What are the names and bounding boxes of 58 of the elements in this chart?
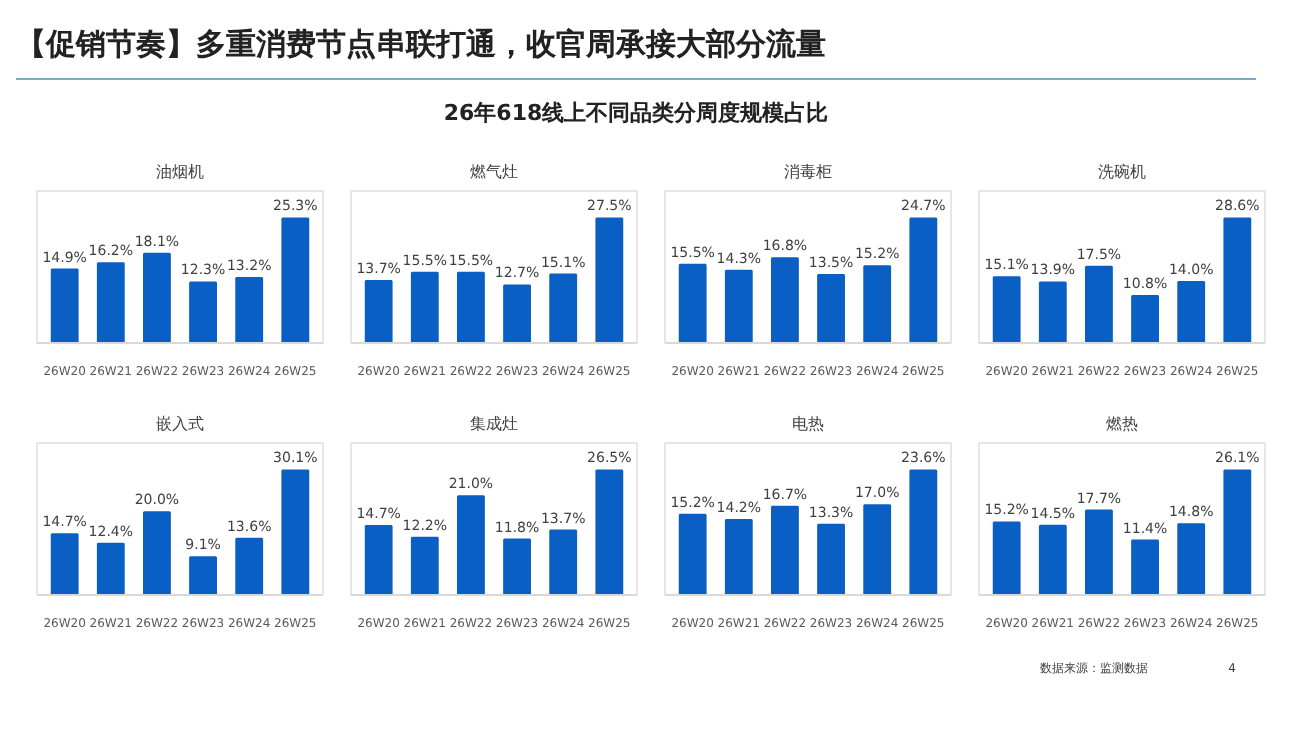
- bar: [549, 529, 578, 595]
- bar: [724, 519, 753, 595]
- bar: [143, 511, 171, 595]
- chart-title: 电热: [792, 415, 824, 433]
- chart-title: 消毒柜: [784, 163, 832, 181]
- bar: [817, 273, 845, 343]
- bar: [96, 262, 125, 343]
- bar: [992, 276, 1021, 343]
- bar: [909, 217, 938, 343]
- bar: [678, 263, 707, 343]
- bar: [364, 279, 393, 343]
- bar: [1131, 539, 1159, 595]
- bar: [50, 533, 79, 595]
- bar: [189, 281, 217, 343]
- chart-title: 集成灶: [470, 415, 518, 433]
- chart-title: 燃气灶: [470, 163, 518, 181]
- bar: [1223, 469, 1252, 595]
- bar: [1131, 294, 1159, 343]
- bar: [595, 469, 624, 595]
- bar: [1223, 217, 1252, 343]
- bar: [549, 273, 578, 343]
- chart-title: 洗碗机: [1098, 163, 1146, 181]
- bar: [863, 504, 892, 595]
- bar: [96, 542, 125, 595]
- bar: [235, 537, 264, 595]
- bar: [50, 268, 79, 343]
- bar: [1177, 281, 1206, 343]
- chart-title: 燃热: [1106, 415, 1138, 433]
- bar: [281, 217, 310, 343]
- bar: [235, 277, 264, 343]
- bar: [771, 505, 799, 595]
- bar: [503, 538, 531, 595]
- bar: [1085, 265, 1113, 343]
- bar: [189, 556, 217, 595]
- bar: [410, 271, 439, 343]
- bar: [992, 521, 1021, 595]
- bar: [1038, 524, 1067, 595]
- text: 26年618线上不同品类分周度规模占比: [441, 98, 831, 131]
- bar: [595, 217, 624, 343]
- bar: [143, 252, 171, 343]
- bar: [364, 524, 393, 595]
- bar: [410, 536, 439, 595]
- bar: [678, 513, 707, 595]
- chart-title: 油烟机: [156, 163, 204, 181]
- bar: [281, 469, 310, 595]
- bar: [724, 269, 753, 343]
- bar: [1085, 509, 1113, 595]
- bar: [457, 271, 485, 343]
- bar: [457, 495, 485, 595]
- bar: [771, 257, 799, 343]
- bar: [503, 284, 531, 343]
- bar: [909, 469, 938, 595]
- bar: [863, 265, 892, 343]
- text: 【促销节奏】多重消费节点串联打通，收官周承接大部分流量: [16, 0, 1256, 81]
- chart-title: 嵌入式: [156, 415, 204, 433]
- bar: [817, 523, 845, 595]
- bar: [1038, 281, 1067, 343]
- bar: [1177, 523, 1206, 595]
